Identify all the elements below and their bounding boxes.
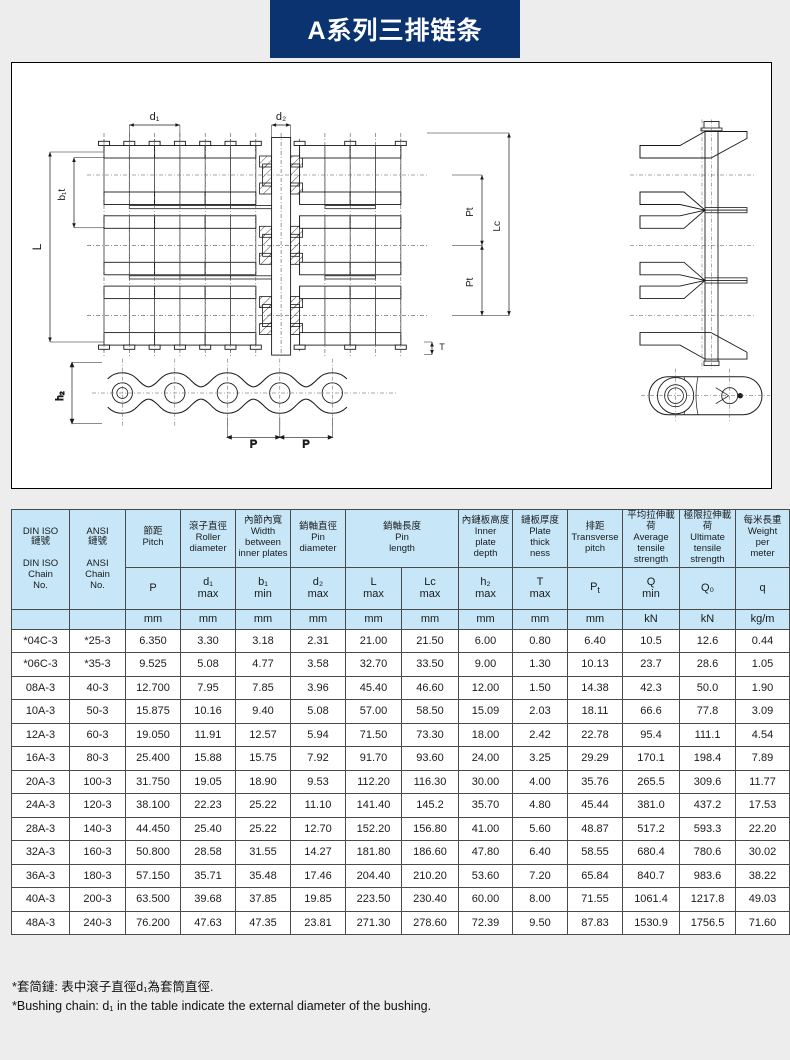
svg-text:h₂: h₂ [55, 391, 66, 401]
svg-text:Pt: Pt [465, 277, 476, 287]
svg-text:Pt: Pt [465, 207, 476, 217]
svg-text:L: L [30, 243, 44, 250]
svg-text:d₁: d₁ [150, 111, 160, 123]
svg-text:Lc: Lc [492, 221, 503, 232]
svg-text:b₁t: b₁t [57, 189, 68, 201]
svg-text:P: P [250, 438, 257, 450]
svg-text:P: P [302, 438, 309, 450]
svg-text:T: T [439, 342, 445, 352]
svg-text:d₂: d₂ [276, 111, 286, 123]
